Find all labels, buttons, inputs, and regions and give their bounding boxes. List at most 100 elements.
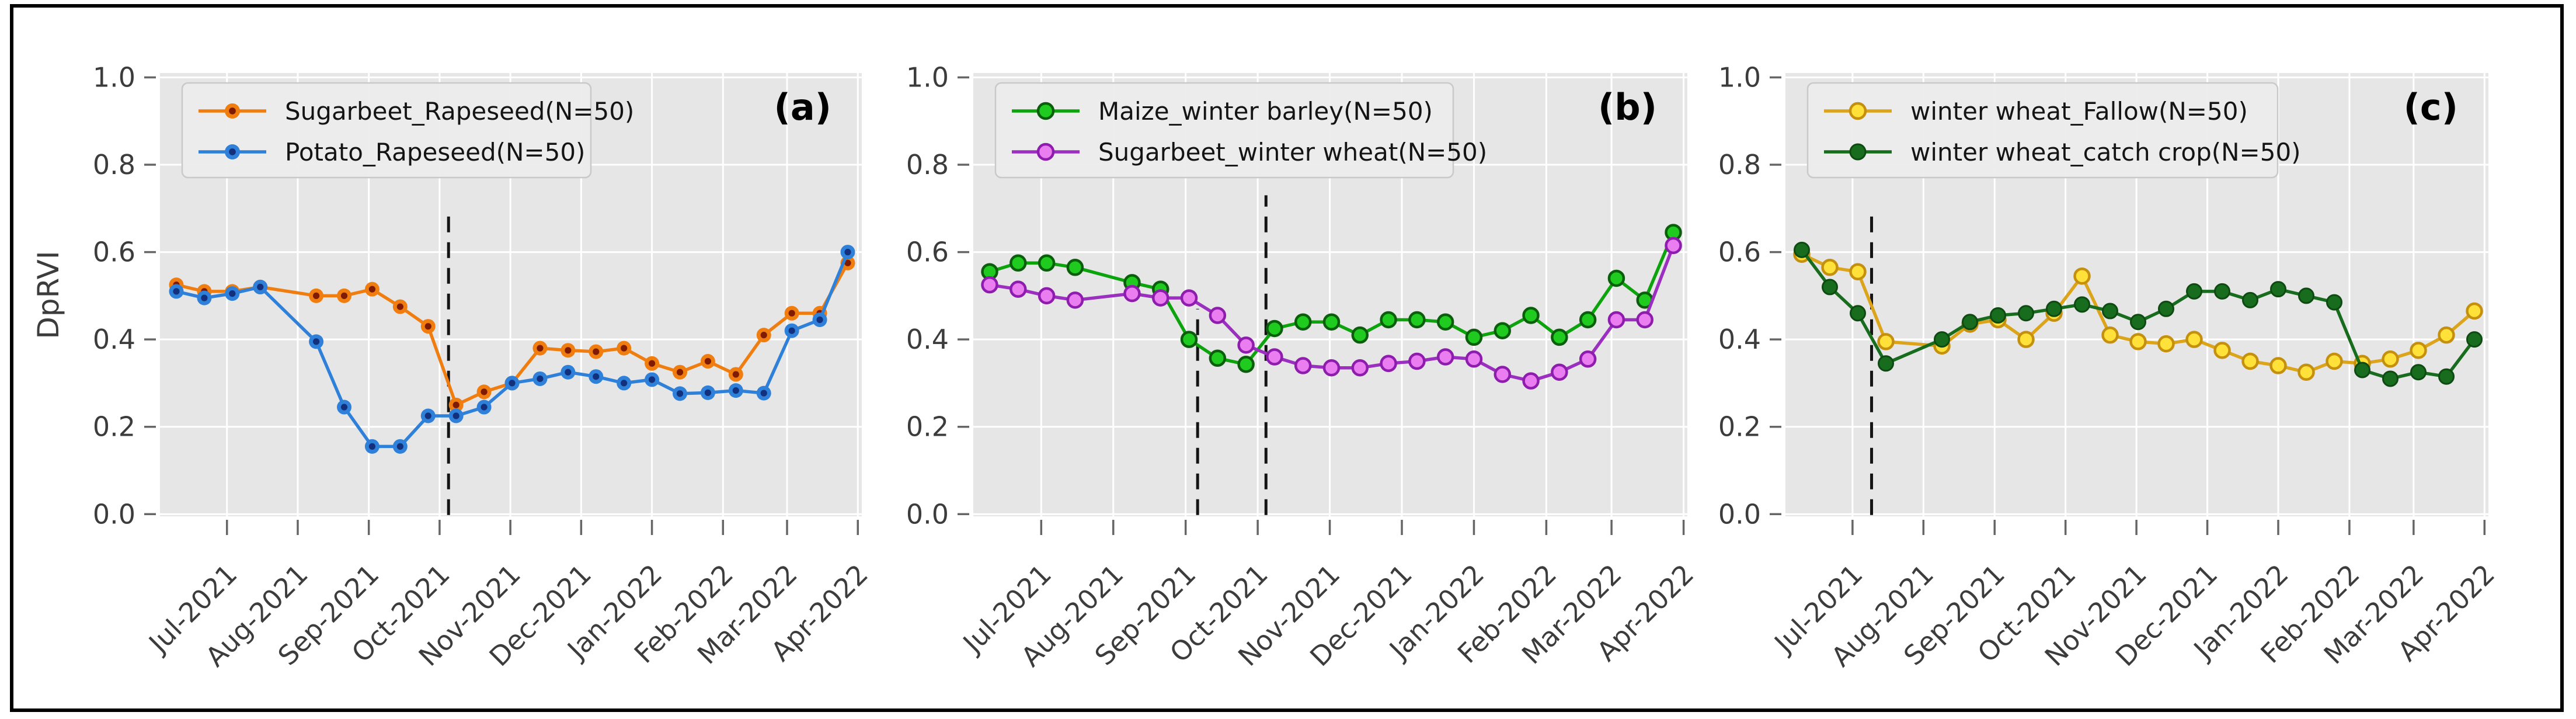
- data-point-marker: [2157, 335, 2175, 353]
- data-point-marker: [2326, 294, 2342, 311]
- data-point-marker: [1380, 311, 1397, 329]
- data-point-marker: [2073, 267, 2091, 285]
- data-point-marker: [2186, 283, 2202, 300]
- data-point-marker: [2242, 291, 2258, 308]
- legend-item: Sugarbeet_winter wheat(N=50): [1012, 138, 1487, 166]
- data-point-marker: [1180, 289, 1198, 307]
- data-point-core: [760, 332, 767, 339]
- y-tick-label: 1.0: [906, 61, 949, 93]
- data-point-core: [565, 347, 572, 354]
- data-point-marker: [1465, 350, 1483, 368]
- data-point-marker: [1636, 311, 1653, 329]
- data-point-marker-legend: [1849, 102, 1867, 120]
- data-point-marker: [2241, 352, 2259, 370]
- data-point-core: [732, 371, 739, 378]
- data-point-core: [509, 380, 516, 387]
- data-point-marker: [1465, 328, 1483, 346]
- data-point-marker: [1850, 305, 1866, 322]
- data-point-core: [816, 316, 823, 324]
- legend-item-label: Sugarbeet_Rapeseed(N=50): [285, 97, 634, 126]
- data-point-marker: [1294, 357, 1312, 374]
- data-point-marker: [1436, 348, 1454, 366]
- y-tick-label: 0.0: [906, 498, 949, 530]
- y-tick-label: 0.6: [93, 237, 135, 268]
- data-point-marker-legend: [1849, 143, 1867, 161]
- data-point-core: [481, 388, 488, 395]
- data-point-core: [704, 389, 712, 397]
- data-point-marker: [2129, 333, 2147, 350]
- data-point-marker: [2297, 363, 2315, 381]
- data-point-marker: [1009, 254, 1027, 272]
- data-point-marker: [1209, 307, 1227, 324]
- data-point-core: [648, 360, 656, 367]
- data-point-core: [621, 345, 628, 352]
- data-point-marker: [2185, 331, 2203, 348]
- data-point-core: [312, 292, 320, 299]
- data-point-marker: [1209, 349, 1227, 367]
- data-point-marker: [1009, 280, 1027, 298]
- legend-item-label: Potato_Rapeseed(N=50): [285, 138, 585, 166]
- legend-item: Maize_winter barley(N=50): [1012, 97, 1433, 126]
- data-point-marker: [1551, 363, 1568, 381]
- panel-label: (a): [774, 86, 831, 128]
- data-point-marker: [1322, 359, 1341, 377]
- data-point-marker: [2046, 300, 2062, 317]
- y-tick-label: 0.8: [93, 149, 135, 180]
- y-tick-label: 0.0: [1718, 498, 1761, 530]
- data-point-marker: [2354, 362, 2370, 378]
- data-point-core: [424, 323, 431, 330]
- data-point-marker: [2466, 302, 2483, 320]
- legend-box: [1806, 82, 2279, 179]
- data-point-marker: [1878, 355, 1894, 372]
- y-tick-label: 0.8: [1718, 149, 1761, 180]
- series-a-1: [169, 245, 855, 454]
- y-tick-label: 0.4: [906, 324, 949, 355]
- data-point-marker: [1579, 350, 1597, 368]
- legend: Sugarbeet_Rapeseed(N=50) Potato_Rapeseed(…: [181, 82, 634, 179]
- y-tick-label: 0.6: [906, 237, 949, 268]
- data-point-marker: [1522, 372, 1540, 390]
- data-point-marker: [2438, 326, 2455, 344]
- data-point-marker: [1551, 328, 1568, 346]
- data-point-core: [452, 412, 459, 419]
- legend-item: winter wheat_Fallow(N=50): [1824, 97, 2248, 126]
- data-point-marker: [2270, 281, 2286, 298]
- data-point-marker: [2074, 296, 2090, 313]
- y-tick-label: 0.2: [1718, 411, 1761, 443]
- data-point-core: [788, 327, 795, 334]
- data-point-marker: [2214, 283, 2230, 300]
- chart-panel-b: Jul-2021Aug-2021Sep-2021Oct-2021Nov-2021…: [906, 61, 1700, 672]
- data-point-marker: [1266, 319, 1283, 338]
- data-point-marker: [1322, 313, 1341, 331]
- data-point-marker: [2213, 342, 2231, 359]
- data-point-marker: [1152, 289, 1169, 307]
- legend-item-label: winter wheat_catch crop(N=50): [1910, 138, 2301, 166]
- y-tick-label: 0.0: [93, 498, 135, 530]
- data-point-core: [537, 345, 544, 352]
- data-point-core: [565, 369, 572, 376]
- data-point-core-legend: [229, 107, 236, 114]
- data-point-marker: [2382, 350, 2399, 368]
- data-point-marker: [1849, 263, 1867, 280]
- data-point-core: [676, 390, 684, 397]
- data-point-marker: [1794, 241, 1810, 258]
- data-point-marker: [1066, 259, 1084, 276]
- data-point-marker: [1607, 311, 1625, 329]
- y-tick-label: 0.2: [93, 411, 135, 443]
- data-point-marker: [1266, 348, 1283, 366]
- data-point-marker: [1436, 313, 1454, 331]
- data-point-marker: [1822, 279, 1838, 296]
- legend: Maize_winter barley(N=50) Sugarbeet_winte…: [994, 82, 1487, 179]
- legend-box: [181, 82, 592, 179]
- data-point-core: [676, 369, 684, 376]
- legend-item-label: winter wheat_Fallow(N=50): [1910, 97, 2248, 126]
- y-tick-label: 1.0: [1718, 61, 1761, 93]
- data-point-marker: [1821, 259, 1839, 276]
- data-point-marker: [1522, 307, 1540, 324]
- data-point-core: [452, 401, 459, 408]
- data-point-marker: [1962, 314, 1978, 331]
- data-point-core: [593, 348, 600, 355]
- panel-label: (b): [1598, 86, 1657, 128]
- data-point-core-legend: [229, 148, 236, 155]
